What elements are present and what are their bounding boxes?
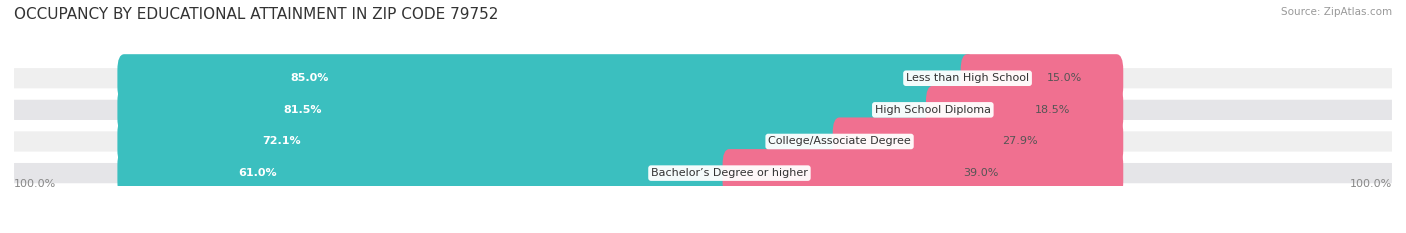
FancyBboxPatch shape xyxy=(960,54,1123,102)
Text: 100.0%: 100.0% xyxy=(14,179,56,189)
FancyBboxPatch shape xyxy=(14,100,1392,120)
Text: 85.0%: 85.0% xyxy=(291,73,329,83)
Text: Bachelor’s Degree or higher: Bachelor’s Degree or higher xyxy=(651,168,808,178)
Text: 81.5%: 81.5% xyxy=(283,105,322,115)
Text: Less than High School: Less than High School xyxy=(905,73,1029,83)
Text: 18.5%: 18.5% xyxy=(1035,105,1070,115)
Text: 39.0%: 39.0% xyxy=(963,168,998,178)
FancyBboxPatch shape xyxy=(927,86,1123,134)
Text: 72.1%: 72.1% xyxy=(263,137,301,147)
FancyBboxPatch shape xyxy=(832,117,1123,165)
FancyBboxPatch shape xyxy=(118,117,846,165)
FancyBboxPatch shape xyxy=(118,86,939,134)
Text: OCCUPANCY BY EDUCATIONAL ATTAINMENT IN ZIP CODE 79752: OCCUPANCY BY EDUCATIONAL ATTAINMENT IN Z… xyxy=(14,7,499,22)
FancyBboxPatch shape xyxy=(118,54,974,102)
Text: High School Diploma: High School Diploma xyxy=(875,105,991,115)
FancyBboxPatch shape xyxy=(723,149,1123,197)
FancyBboxPatch shape xyxy=(14,163,1392,183)
Text: Source: ZipAtlas.com: Source: ZipAtlas.com xyxy=(1281,7,1392,17)
FancyBboxPatch shape xyxy=(14,131,1392,152)
FancyBboxPatch shape xyxy=(14,68,1392,88)
Text: 15.0%: 15.0% xyxy=(1046,73,1081,83)
Text: 61.0%: 61.0% xyxy=(238,168,277,178)
Text: College/Associate Degree: College/Associate Degree xyxy=(768,137,911,147)
Text: 100.0%: 100.0% xyxy=(1350,179,1392,189)
Text: 27.9%: 27.9% xyxy=(1001,137,1038,147)
FancyBboxPatch shape xyxy=(118,149,737,197)
